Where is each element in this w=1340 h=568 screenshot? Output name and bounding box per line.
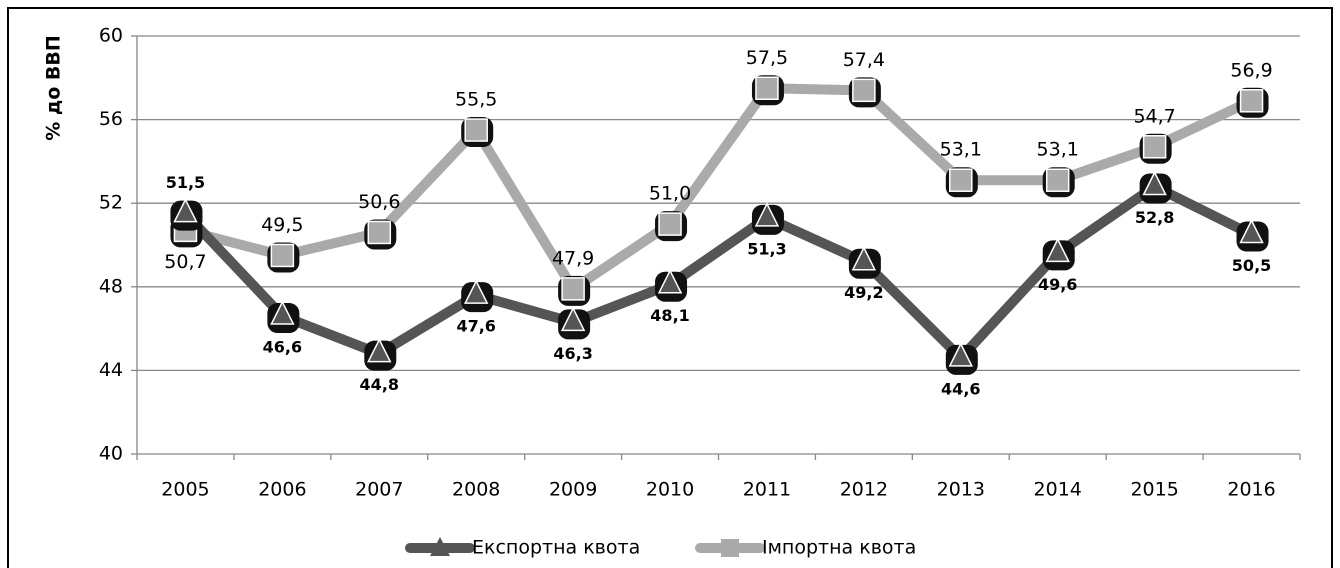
legend-marker xyxy=(721,539,739,557)
x-tick-label: 2008 xyxy=(452,479,500,501)
x-tick-label: 2010 xyxy=(646,479,694,501)
point xyxy=(848,77,881,108)
data-label: 44,6 xyxy=(941,379,980,398)
series-line xyxy=(184,83,1254,294)
point xyxy=(461,117,494,148)
x-tick-label: 2005 xyxy=(161,479,209,501)
data-label: 51,3 xyxy=(747,239,786,258)
x-tick-label: 2015 xyxy=(1130,479,1178,501)
point xyxy=(945,167,978,198)
y-axis-label: % до ВВП xyxy=(43,35,65,141)
data-label: 50,5 xyxy=(1232,256,1271,275)
square xyxy=(1142,135,1167,159)
triangle xyxy=(948,342,974,367)
data-label: 49,2 xyxy=(844,283,883,302)
data-label: 44,8 xyxy=(360,375,399,394)
triangle xyxy=(1239,218,1264,244)
x-tick-label: 2011 xyxy=(743,479,791,501)
triangle xyxy=(463,279,489,304)
point xyxy=(170,197,203,231)
legend-marker xyxy=(430,537,450,556)
triangle xyxy=(851,246,877,271)
data-label: 52,8 xyxy=(1135,208,1174,227)
square xyxy=(561,277,585,301)
data-label: 53,1 xyxy=(1037,139,1079,161)
legend-label: Експортна квота xyxy=(472,537,640,559)
data-label: 55,5 xyxy=(455,89,497,111)
data-label: 56,9 xyxy=(1230,59,1272,81)
point xyxy=(461,279,494,313)
point xyxy=(364,219,397,250)
point xyxy=(751,202,784,235)
triangle xyxy=(657,269,683,294)
square xyxy=(1045,168,1070,192)
point xyxy=(1139,133,1172,164)
square xyxy=(1239,89,1264,113)
data-label: 51,5 xyxy=(166,173,205,192)
x-tick-label: 2016 xyxy=(1227,479,1275,501)
square xyxy=(852,78,876,103)
data-label: 50,7 xyxy=(164,251,206,273)
point xyxy=(1042,237,1075,271)
triangle xyxy=(367,338,392,363)
data-label: 48,1 xyxy=(650,306,689,325)
point xyxy=(848,246,881,279)
data-label: 49,6 xyxy=(1038,275,1077,294)
data-label: 51,0 xyxy=(649,183,691,205)
data-label: 50,6 xyxy=(358,191,400,213)
y-tick-label: 52 xyxy=(99,192,123,214)
data-label: 49,5 xyxy=(261,214,303,236)
triangle xyxy=(1142,170,1167,196)
data-label: 54,7 xyxy=(1133,105,1175,127)
triangle xyxy=(560,306,586,332)
x-tick-label: 2013 xyxy=(937,479,985,501)
point xyxy=(267,242,300,273)
square xyxy=(367,220,392,245)
triangle xyxy=(173,197,198,223)
point xyxy=(558,275,591,306)
square xyxy=(270,243,295,268)
series-line xyxy=(181,181,1254,363)
square xyxy=(949,168,973,192)
point xyxy=(267,300,300,334)
x-tick-label: 2007 xyxy=(355,479,403,501)
data-label: 47,6 xyxy=(456,317,495,336)
point xyxy=(364,338,397,371)
x-tick-label: 2006 xyxy=(258,479,306,501)
point xyxy=(1236,218,1269,252)
square xyxy=(755,76,779,100)
square xyxy=(658,212,682,236)
point xyxy=(945,342,978,375)
y-tick-label: 44 xyxy=(99,359,123,381)
point xyxy=(751,75,784,106)
point xyxy=(1139,170,1172,204)
data-label: 57,5 xyxy=(746,47,788,69)
x-tick-label: 2012 xyxy=(840,479,888,501)
point xyxy=(1042,167,1075,198)
legend-label: Імпортна квота xyxy=(762,537,916,559)
x-tick-label: 2009 xyxy=(549,479,597,501)
data-label: 47,9 xyxy=(552,247,594,269)
point xyxy=(558,306,591,340)
data-label: 57,4 xyxy=(843,49,885,71)
data-label: 46,3 xyxy=(553,344,592,363)
y-tick-label: 56 xyxy=(99,108,123,130)
y-tick-label: 60 xyxy=(99,25,123,47)
x-tick-label: 2014 xyxy=(1034,479,1082,501)
point xyxy=(1236,87,1269,118)
point xyxy=(655,269,688,302)
y-tick-label: 40 xyxy=(99,443,123,465)
triangle xyxy=(270,300,295,325)
triangle xyxy=(1045,237,1070,263)
y-tick-label: 48 xyxy=(99,275,123,297)
data-label: 46,6 xyxy=(263,338,302,357)
triangle xyxy=(754,202,780,227)
point xyxy=(655,211,688,242)
data-label: 53,1 xyxy=(940,139,982,161)
square xyxy=(464,118,488,142)
frame xyxy=(7,7,1333,568)
